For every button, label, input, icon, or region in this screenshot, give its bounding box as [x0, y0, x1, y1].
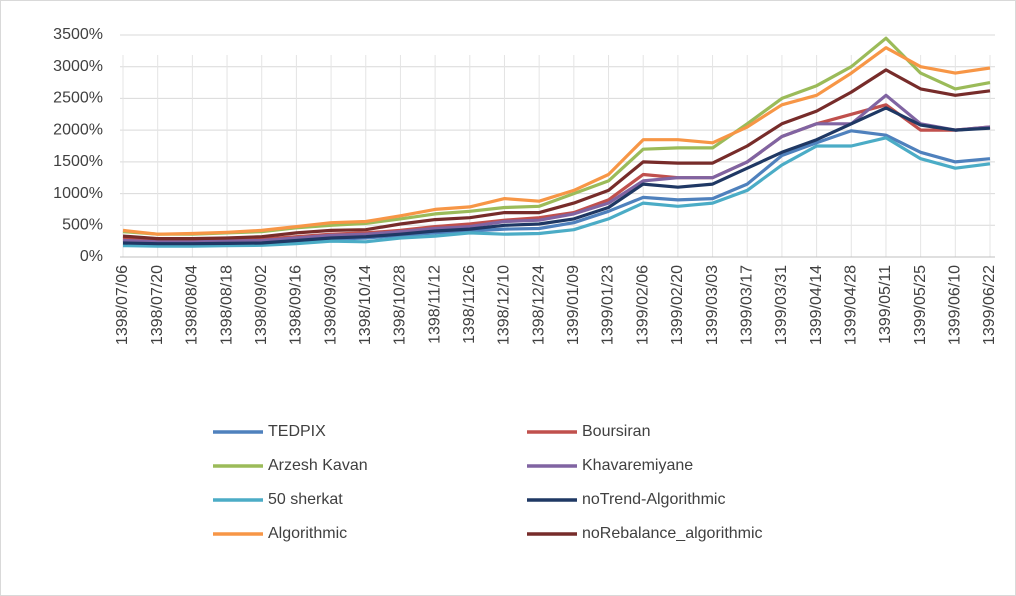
x-tick-label: 1398/07/20	[149, 265, 166, 345]
y-tick-label: 2000%	[53, 121, 103, 138]
legend-label: Khavaremiyane	[582, 457, 693, 474]
y-tick-label: 1500%	[53, 153, 103, 170]
x-tick-label: 1398/12/10	[496, 265, 513, 345]
legend-label: noTrend-Algorithmic	[582, 491, 725, 508]
series-line	[122, 46, 991, 236]
y-tick-label: 0%	[80, 248, 103, 265]
series-line	[122, 68, 991, 241]
x-tick-label: 1399/04/14	[808, 265, 825, 345]
x-tick-label: 1398/07/06	[114, 265, 131, 345]
y-tick-label: 2500%	[53, 90, 103, 107]
x-tick-label: 1398/08/04	[184, 265, 201, 345]
x-tick-label: 1399/03/17	[738, 265, 755, 345]
x-tick-label: 1398/09/16	[288, 265, 305, 345]
series-line	[122, 106, 991, 246]
legend-label: Boursiran	[582, 423, 650, 440]
x-tick-label: 1399/01/09	[565, 265, 582, 345]
x-tick-label: 1399/02/06	[634, 265, 651, 345]
x-tick-label: 1399/03/31	[773, 265, 790, 345]
x-tick-label: 1398/12/24	[530, 265, 547, 345]
x-tick-label: 1398/11/26	[461, 265, 478, 344]
series-line	[122, 136, 991, 248]
x-tick-label: 1398/10/28	[392, 265, 409, 345]
legend-label: noRebalance_algorithmic	[582, 525, 763, 542]
legend-label: Algorithmic	[268, 525, 347, 542]
x-tick-label: 1398/09/30	[322, 265, 339, 345]
y-tick-label: 1000%	[53, 185, 103, 202]
x-tick-label: 1399/06/22	[981, 265, 998, 345]
legend-label: TEDPIX	[268, 423, 326, 440]
x-tick-label: 1398/11/12	[426, 265, 443, 344]
y-tick-label: 3500%	[53, 26, 103, 43]
y-tick-label: 3000%	[53, 58, 103, 75]
y-tick-label: 500%	[62, 217, 103, 234]
x-tick-label: 1399/03/03	[704, 265, 721, 345]
legend-label: 50 sherkat	[268, 491, 343, 508]
x-tick-label: 1399/06/10	[947, 265, 964, 345]
legend-label: Arzesh Kavan	[268, 457, 368, 474]
x-tick-label: 1398/08/18	[218, 265, 235, 345]
x-tick-label: 1399/02/20	[669, 265, 686, 345]
x-tick-label: 1399/01/23	[600, 265, 617, 345]
x-tick-label: 1399/05/11	[877, 265, 894, 344]
series-line	[122, 93, 991, 244]
x-tick-label: 1399/04/28	[842, 265, 859, 345]
x-tick-label: 1399/05/25	[912, 265, 929, 345]
x-tick-label: 1398/09/02	[253, 265, 270, 345]
x-tick-label: 1398/10/14	[357, 265, 374, 345]
